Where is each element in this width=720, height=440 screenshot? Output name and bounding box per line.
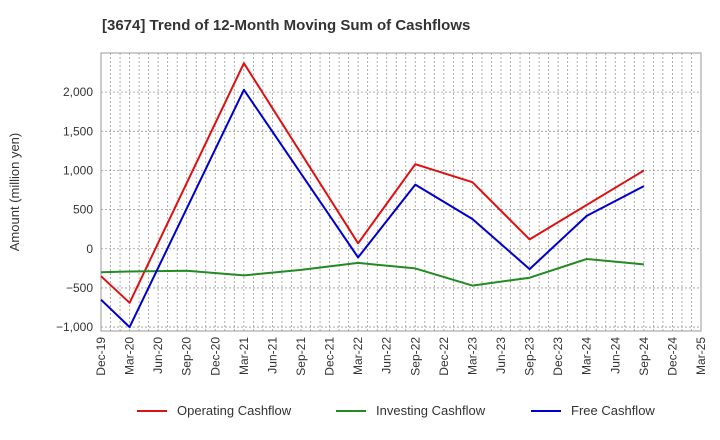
x-tick-label: Sep-20	[180, 337, 194, 376]
x-tick-label: Jun-22	[380, 337, 394, 374]
grid-layer	[100, 53, 702, 331]
x-tick-label: Jun-20	[151, 337, 165, 374]
y-tick-label: −500	[66, 281, 93, 295]
x-tick-label: Jun-23	[494, 337, 508, 374]
series-layer	[100, 62, 645, 329]
series-line-free-cashflow	[100, 88, 645, 329]
x-tick-label: Dec-21	[323, 337, 337, 376]
x-tick-label: Dec-24	[665, 337, 679, 376]
series-line-operating-cashflow	[100, 62, 645, 304]
legend: Operating Cashflow Investing Cashflow Free…	[137, 403, 655, 418]
chart-title: [3674] Trend of 12-Month Moving Sum of C…	[102, 17, 470, 34]
x-tick-label: Jun-24	[608, 337, 622, 374]
x-tick-label: Dec-23	[551, 337, 565, 376]
legend-label: Free Cashflow	[571, 403, 655, 418]
x-tick-label: Sep-23	[523, 337, 537, 376]
x-tick-label: Mar-23	[465, 337, 479, 375]
x-tick-label: Mar-20	[123, 337, 137, 375]
x-tick-labels: Dec-19 Mar-20 Jun-20 Sep-20 Dec-20 Mar-21 Jun-…	[94, 337, 708, 376]
y-tick-label: 0	[86, 242, 93, 256]
legend-label: Investing Cashflow	[376, 403, 486, 418]
x-tick-label: Sep-21	[294, 337, 308, 376]
x-tick-label: Sep-22	[408, 337, 422, 376]
x-tick-label: Mar-22	[351, 337, 365, 375]
y-axis-label: Amount (million yen)	[7, 133, 22, 252]
x-tick-label: Jun-21	[265, 337, 279, 374]
series-line-investing-cashflow	[100, 258, 644, 287]
x-tick-label: Mar-21	[237, 337, 251, 375]
legend-label: Operating Cashflow	[177, 403, 292, 418]
x-tick-label: Dec-22	[437, 337, 451, 376]
x-tick-label: Dec-19	[94, 337, 108, 376]
y-tick-labels: −1,000 −500 0 500 1,000 1,500 2,000	[56, 85, 93, 334]
y-tick-label: −1,000	[56, 320, 93, 334]
x-tick-label: Dec-20	[208, 337, 222, 376]
x-tick-label: Mar-24	[580, 337, 594, 375]
x-tick-label: Mar-25	[694, 337, 708, 375]
x-tick-label: Sep-24	[637, 337, 651, 376]
plot-frame	[100, 52, 702, 332]
y-tick-label: 500	[73, 203, 93, 217]
y-tick-label: 2,000	[63, 85, 93, 99]
y-tick-label: 1,500	[63, 124, 93, 138]
y-tick-label: 1,000	[63, 163, 93, 177]
